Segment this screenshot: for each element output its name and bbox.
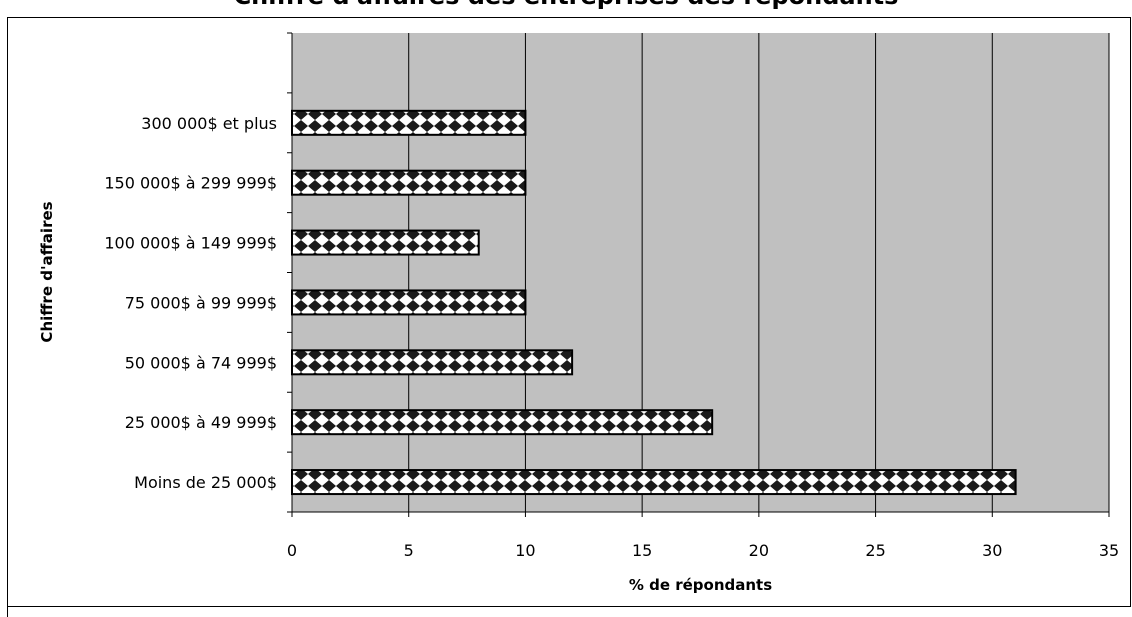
- axes: [287, 32, 1110, 517]
- x-tick-label: 10: [515, 541, 535, 560]
- frame-border-left: [7, 17, 8, 617]
- y-tick-labels: Moins de 25 000$ 25 000$ à 49 999$ 50 000$…: [104, 114, 277, 492]
- bar: [291, 349, 574, 376]
- bar: [291, 229, 480, 256]
- x-tick-label: 30: [982, 541, 1002, 560]
- x-tick-label: 5: [404, 541, 414, 560]
- bar: [291, 109, 527, 136]
- frame-border-bottom: [7, 606, 1131, 607]
- x-tick-label: 20: [749, 541, 769, 560]
- bar: [291, 469, 1017, 496]
- x-tick-label: 0: [287, 541, 297, 560]
- y-axis-title: Chiffre d'affaires: [38, 201, 56, 342]
- y-tick-label: 100 000$ à 149 999$: [104, 234, 277, 253]
- y-tick-label: 75 000$ à 99 999$: [125, 293, 277, 312]
- bar: [291, 409, 714, 436]
- x-tick-label: 15: [632, 541, 652, 560]
- y-tick-label: 50 000$ à 74 999$: [125, 353, 277, 372]
- y-tick-label: 300 000$ et plus: [141, 114, 277, 133]
- chart-title-strip: Chiffre d'affaires des entreprises des r…: [0, 0, 1132, 18]
- x-tick-labels: 0 5 10 15 20 25 30 35: [287, 541, 1119, 560]
- bars: [291, 109, 1017, 496]
- y-tick-label: 25 000$ à 49 999$: [125, 413, 277, 432]
- bar: [291, 289, 527, 316]
- x-axis-title: % de répondants: [629, 576, 772, 594]
- y-tick-label: 150 000$ à 299 999$: [104, 174, 277, 193]
- bar: [291, 169, 527, 196]
- chart-title: Chiffre d'affaires des entreprises des r…: [0, 0, 1132, 10]
- x-tick-label: 25: [865, 541, 885, 560]
- frame-border-top: [7, 17, 1131, 18]
- x-tick-label: 35: [1099, 541, 1119, 560]
- frame-border-right: [1130, 17, 1131, 606]
- plot-area: [292, 33, 1109, 512]
- y-tick-label: Moins de 25 000$: [134, 473, 277, 492]
